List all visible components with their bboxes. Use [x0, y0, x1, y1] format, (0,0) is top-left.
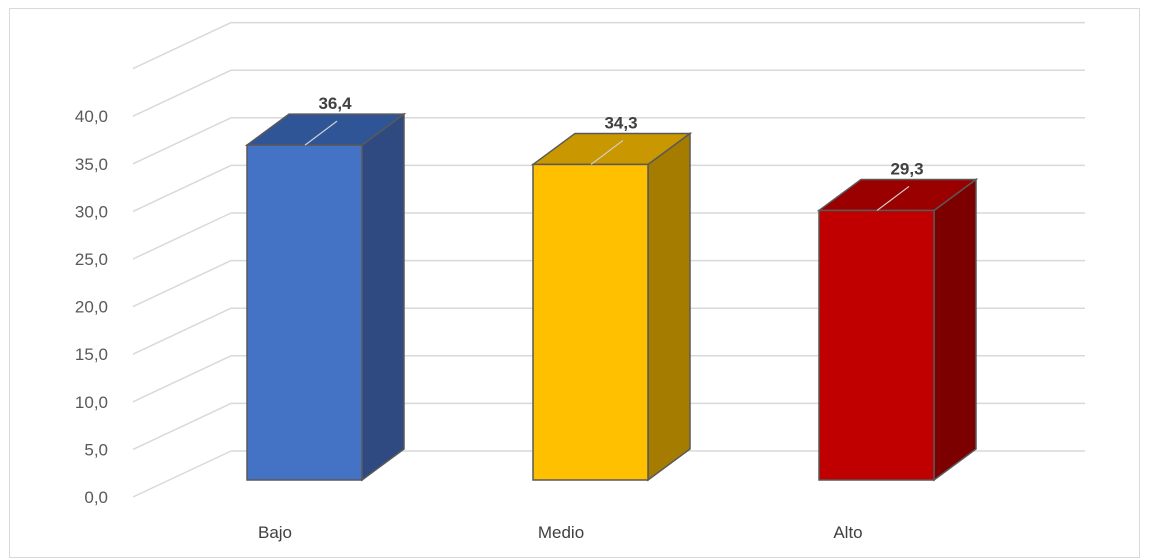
- bar-side: [933, 177, 977, 482]
- data-label-leader: [876, 185, 910, 211]
- y-tick-label: 35,0: [75, 155, 108, 174]
- y-tick-label: 30,0: [75, 202, 108, 221]
- y-tick-label: 40,0: [75, 107, 108, 126]
- y-tick-label: 20,0: [75, 298, 108, 317]
- bar: [818, 209, 935, 481]
- x-category-label: Bajo: [258, 523, 292, 542]
- data-label: 29,3: [890, 159, 923, 178]
- bar-side: [647, 131, 691, 482]
- y-tick-label: 5,0: [84, 440, 108, 459]
- data-label-leader: [590, 139, 624, 165]
- gridline: [132, 69, 1085, 117]
- y-tick-label: 10,0: [75, 393, 108, 412]
- gridline: [132, 21, 232, 70]
- bar: [532, 163, 649, 481]
- data-label: 34,3: [604, 113, 637, 132]
- bar-side: [361, 112, 405, 482]
- y-tick-label: 25,0: [75, 250, 108, 269]
- x-category-label: Medio: [538, 523, 584, 542]
- y-tick-label: 15,0: [75, 345, 108, 364]
- bar: [246, 144, 363, 481]
- y-tick-label: 0,0: [84, 488, 108, 507]
- data-label-leader: [304, 120, 338, 146]
- data-label: 36,4: [318, 94, 352, 113]
- x-category-label: Alto: [833, 523, 862, 542]
